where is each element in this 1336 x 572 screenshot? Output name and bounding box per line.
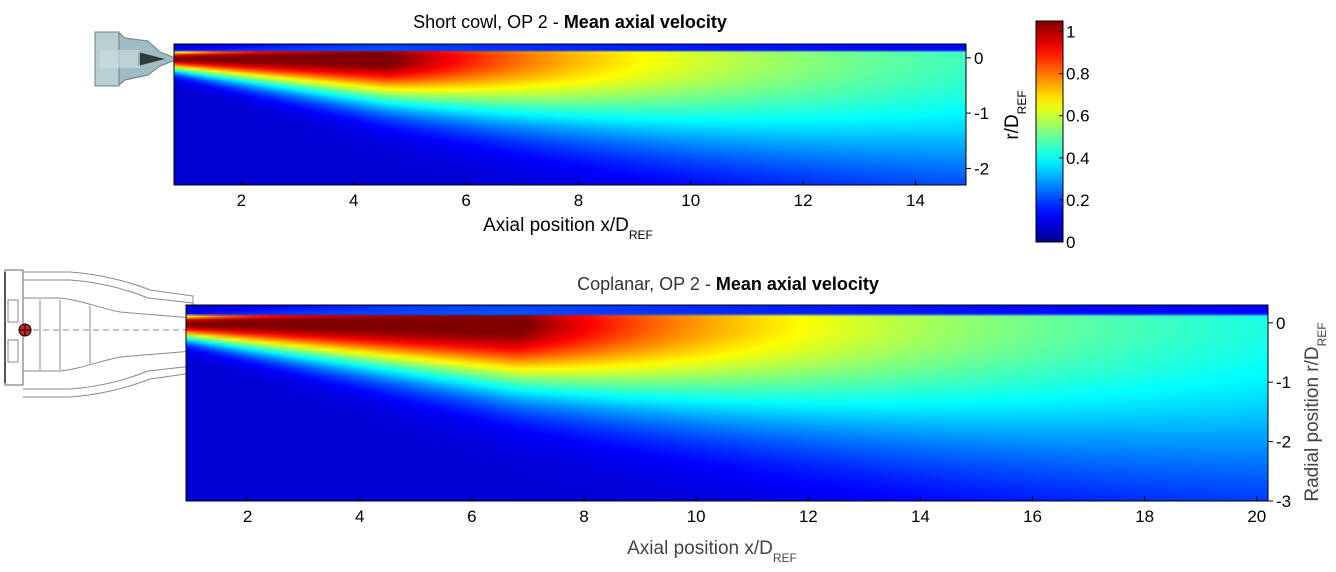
short-cowl-y-ticks: 0 -1 -2 [966,49,989,178]
coplanar-heatmap [186,305,1268,501]
x-tick-label: 8 [579,507,588,526]
coplanar-nozzle-marker-icon [18,323,32,337]
coplanar-plot-frame [185,304,1269,502]
short-cowl-chart-title: Short cowl, OP 2 - Mean axial velocity [413,12,727,32]
y-tick-label: 0 [974,49,983,68]
colorbar-tick-label: 0.8 [1066,65,1090,84]
y-tick-label: -2 [1276,433,1291,452]
coplanar-y-label-text: Radial position r/D [1302,346,1323,501]
colorbar-tick-label: 1 [1066,23,1075,42]
coplanar-chart: Coplanar, OP 2 - Mean axial velocity 2 4 6… [185,274,1329,565]
x-tick-label: 10 [681,191,700,210]
coplanar-y-label-sub: REF [1315,322,1329,346]
coplanar-x-axis-label: Axial position x/DREF [627,538,797,565]
colorbar-tick-label: 0.2 [1066,191,1090,210]
coplanar-nozzle-icon [4,269,194,398]
x-tick-label: 2 [237,191,246,210]
x-tick-label: 4 [355,507,364,526]
colorbar-tick-label: 0.6 [1066,107,1090,126]
x-tick-label: 12 [794,191,813,210]
short-cowl-y-label-text: r/D [1002,114,1023,139]
x-tick-label: 12 [799,507,818,526]
short-cowl-x-ticks: 2 4 6 8 10 12 14 [237,180,925,210]
y-tick-label: -2 [974,159,989,178]
short-cowl-title-text: Short cowl, OP 2 - [413,12,564,32]
colorbar-ticks: 0 0.2 0.4 0.6 0.8 1 [1059,23,1090,252]
coplanar-y-axis-label: Radial position r/DREF [1302,322,1329,501]
x-tick-label: 2 [243,507,252,526]
y-tick-label: 0 [1276,314,1285,333]
coplanar-x-label-sub: REF [773,551,797,565]
colorbar-gradient [1035,20,1064,243]
colorbar: 0 0.2 0.4 0.6 0.8 1 [1035,20,1090,252]
short-cowl-chart: Short cowl, OP 2 - Mean axial velocity 2… [173,12,1029,242]
coplanar-title-text: Coplanar, OP 2 - [577,274,716,294]
short-cowl-heatmap [174,44,966,185]
x-tick-label: 18 [1135,507,1154,526]
short-cowl-y-label-sub: REF [1015,90,1029,114]
coplanar-chart-title: Coplanar, OP 2 - Mean axial velocity [577,274,879,294]
short-cowl-x-axis-label: Axial position x/DREF [483,215,653,242]
coplanar-x-label-text: Axial position x/D [627,538,773,559]
x-tick-label: 6 [461,191,470,210]
x-tick-label: 8 [574,191,583,210]
short-cowl-y-axis-label: r/DREF [1002,90,1029,139]
x-tick-label: 20 [1247,507,1266,526]
y-tick-label: -1 [1276,373,1291,392]
short-cowl-x-label-text: Axial position x/D [483,215,629,236]
coplanar-title-bold: Mean axial velocity [716,274,879,294]
colorbar-tick-label: 0 [1066,233,1075,252]
coplanar-x-ticks: 2 4 6 8 10 12 14 16 18 20 [243,496,1266,526]
x-tick-label: 10 [687,507,706,526]
x-tick-label: 16 [1023,507,1042,526]
y-tick-label: -1 [974,104,989,123]
short-cowl-x-label-sub: REF [629,228,653,242]
x-tick-label: 14 [911,507,930,526]
short-cowl-nozzle-icon [94,31,180,87]
short-cowl-plot-frame [173,43,967,186]
y-tick-label: -3 [1276,492,1291,511]
x-tick-label: 4 [349,191,358,210]
x-tick-label: 6 [467,507,476,526]
coplanar-y-ticks: 0 -1 -2 -3 [1268,314,1291,511]
x-tick-label: 14 [906,191,925,210]
short-cowl-title-bold: Mean axial velocity [564,12,727,32]
colorbar-tick-label: 0.4 [1066,149,1090,168]
